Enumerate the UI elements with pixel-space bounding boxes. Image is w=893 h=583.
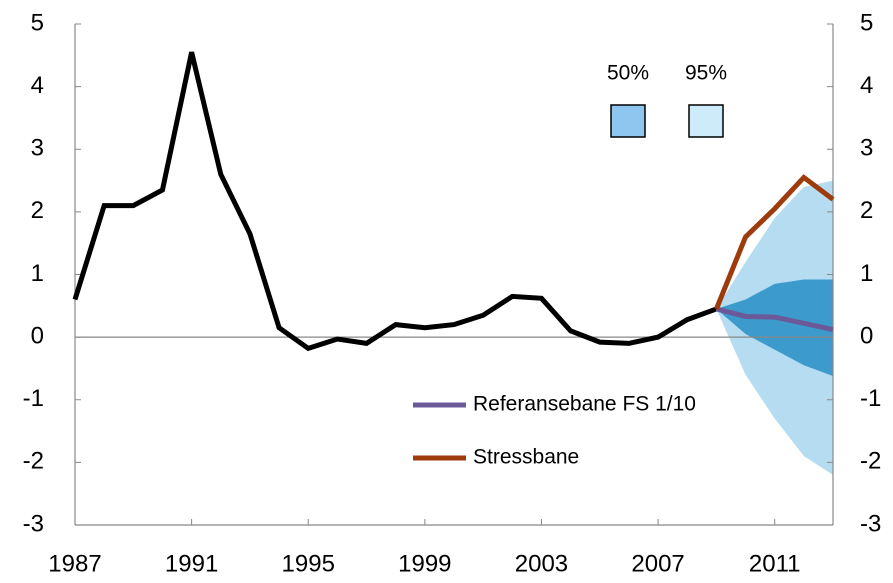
x-tick-label: 1987 [48, 550, 101, 577]
y-tick-label: 5 [31, 9, 44, 36]
x-tick-label: 1995 [282, 550, 335, 577]
y2-tick-label: 4 [860, 72, 873, 99]
band-legend-label: 50% [607, 62, 649, 85]
x-tick-label: 2003 [515, 550, 568, 577]
x-tick-label: 2011 [749, 550, 801, 577]
line [714, 174, 835, 310]
y2-tick-label: 1 [860, 260, 873, 287]
y2-tick-label: 0 [860, 322, 873, 349]
y-tick-label: -1 [23, 385, 44, 412]
legend-label: Referansebane FS 1/10 [473, 393, 696, 416]
y-tick-label: 0 [31, 322, 44, 349]
y2-tick-label: -1 [860, 385, 881, 412]
y-tick-label: -2 [23, 448, 44, 475]
x-tick-label: 1991 [165, 550, 218, 577]
line [715, 306, 834, 333]
legend-label: Stressbane [473, 446, 579, 469]
fan-band [716, 279, 833, 376]
line [72, 51, 718, 352]
y-tick-label: 1 [31, 260, 44, 287]
y2-tick-label: 2 [860, 197, 873, 224]
y-tick-label: 4 [31, 72, 44, 99]
y2-tick-label: 5 [860, 9, 873, 36]
band-legend-swatch [610, 104, 646, 138]
y-tick-label: 2 [31, 197, 44, 224]
band-legend-swatch [688, 104, 724, 138]
y2-tick-label: 3 [860, 135, 873, 162]
y-tick-label: 3 [31, 135, 44, 162]
y-tick-label: -3 [23, 510, 44, 537]
band-legend-label: 95% [685, 62, 727, 85]
y2-tick-label: -3 [860, 510, 881, 537]
y2-tick-label: -2 [860, 448, 881, 475]
x-tick-label: 1999 [398, 550, 451, 577]
x-tick-label: 2007 [631, 550, 684, 577]
